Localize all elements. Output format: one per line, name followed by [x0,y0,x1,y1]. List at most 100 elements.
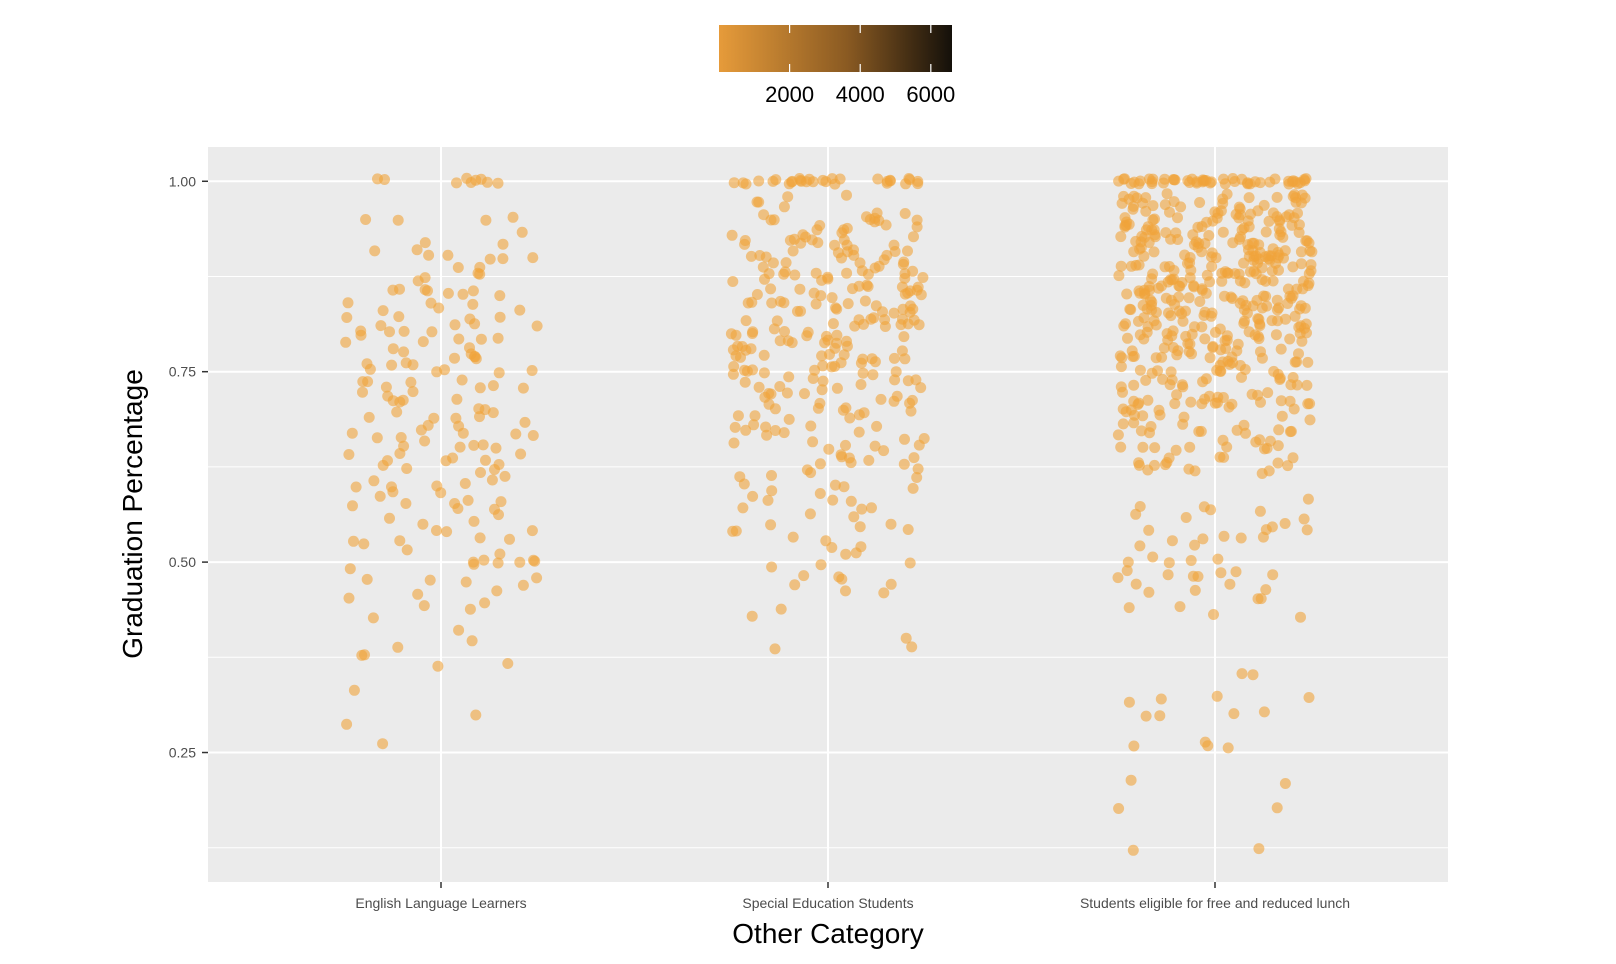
data-point [1186,348,1197,360]
data-point [1196,246,1208,258]
data-point [908,231,919,243]
data-point [346,427,358,439]
data-point [749,410,761,422]
data-point [469,351,481,363]
data-point [767,257,779,269]
data-point [1243,221,1255,233]
data-point [797,229,809,241]
data-point [1174,280,1186,292]
data-point [1128,379,1140,391]
data-point [814,220,826,231]
data-point [1121,565,1133,577]
data-point [1235,532,1247,544]
data-point [1260,226,1272,238]
data-point [1263,215,1275,227]
data-point [462,494,474,506]
data-point [812,402,824,414]
data-point [817,375,829,387]
data-point [1204,276,1216,288]
data-point [517,382,529,394]
data-point [861,211,872,223]
data-point [1185,555,1197,566]
data-point [760,421,772,433]
data-point [343,592,355,604]
data-point [1206,261,1218,272]
data-point [401,544,413,556]
data-point [1164,379,1176,391]
data-point [494,290,506,302]
data-point [442,249,454,261]
data-point [1168,265,1180,276]
data-point [1295,258,1307,270]
data-point [526,365,538,376]
data-point [1292,178,1304,190]
data-point [1270,329,1282,341]
data-point [347,500,358,512]
data-point [1171,389,1183,401]
data-point [1256,468,1268,479]
data-point [441,526,453,538]
x-axis-tick-labels: English Language Learners Special Educati… [355,895,1350,911]
data-point [1296,335,1308,347]
data-point [871,420,883,432]
data-point [1130,578,1142,590]
y-axis-tick-labels: 0.25 0.50 0.75 1.00 [169,173,196,760]
data-point [868,312,880,324]
data-point [1154,409,1166,421]
data-point [770,174,782,186]
data-point [344,563,356,575]
data-point [1254,505,1266,517]
data-point [816,384,828,396]
colorbar-tick-label: 4000 [836,82,885,107]
data-point [1272,457,1284,469]
data-point [1302,280,1314,292]
data-point [1215,365,1227,377]
data-point [867,369,879,381]
data-point [1301,524,1313,536]
data-point [1288,403,1300,415]
data-point [426,326,438,338]
data-point [1298,513,1310,525]
data-point [869,440,881,452]
data-point [888,352,900,364]
data-point [479,597,491,609]
data-point [1179,249,1191,261]
data-point [885,518,897,530]
data-point [478,554,490,566]
data-point [1243,192,1255,204]
data-point [778,201,790,213]
data-point [1177,315,1189,327]
data-point [765,283,777,295]
data-point [452,262,464,273]
data-point [394,283,405,295]
data-point [1174,601,1186,613]
data-point [829,479,841,491]
data-point [1134,287,1146,299]
data-point [1116,197,1128,209]
data-point [746,296,758,308]
data-point [392,214,404,226]
data-point [737,502,749,514]
data-point [1306,246,1318,258]
data-point [1189,539,1201,551]
data-point [888,395,900,407]
data-point [1283,178,1295,190]
data-point [387,343,399,355]
data-point [492,332,504,344]
data-point [467,285,479,297]
data-point [419,237,431,249]
x-tick-label: Special Education Students [742,895,913,911]
data-point [384,512,395,524]
data-point [849,320,861,332]
data-point [726,229,738,241]
data-point [879,321,891,332]
data-point [800,176,812,188]
data-point [1194,296,1206,307]
data-point [1209,397,1221,409]
data-point [467,298,479,310]
data-point [834,173,846,185]
data-point [765,519,777,531]
data-point [1133,259,1145,271]
data-point [915,382,927,394]
data-point [1172,212,1183,224]
